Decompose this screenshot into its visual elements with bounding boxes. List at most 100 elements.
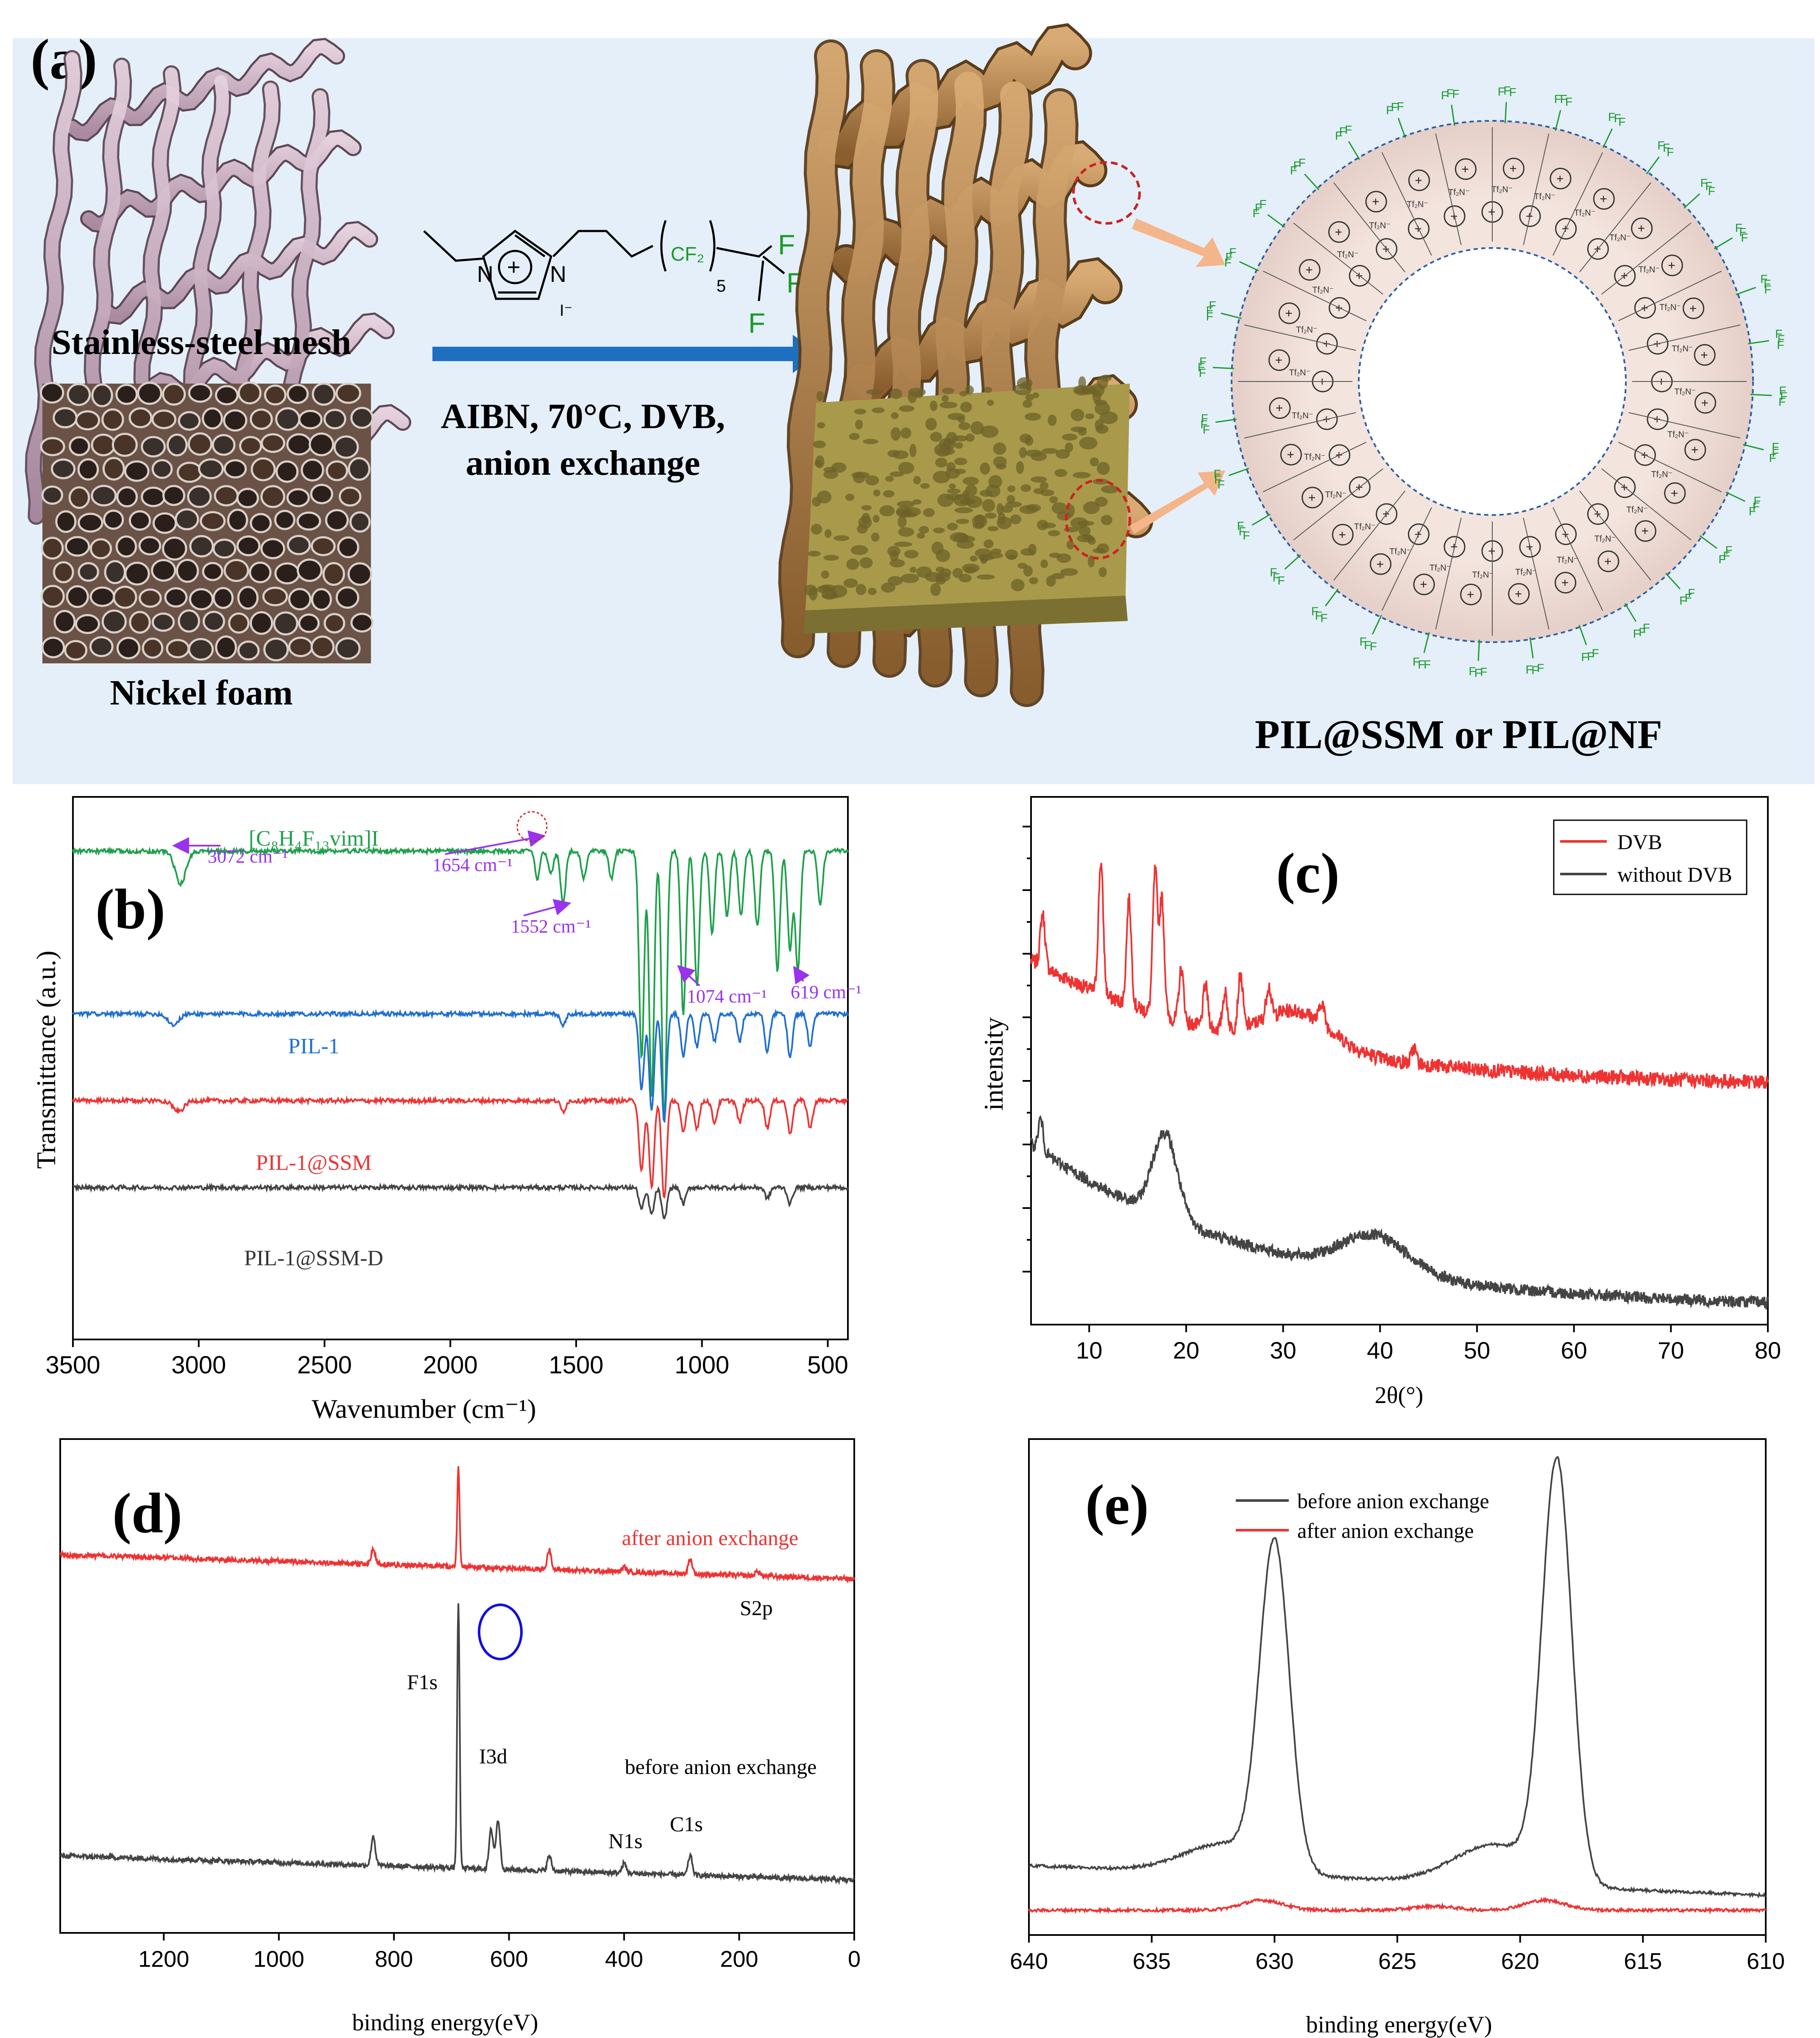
x-tick-label: 30 [1270, 1337, 1296, 1364]
shell-fluorine: F [1237, 519, 1244, 532]
shell-fluorine: F [1581, 650, 1588, 663]
series-line-before-anion-exchange [59, 1603, 855, 1885]
shell-cation: + [1415, 173, 1422, 187]
shell-anion: Tf₂N⁻ [1312, 285, 1334, 295]
shell-anion: Tf₂N⁻ [1659, 303, 1681, 312]
shell-fluorine: F [1199, 355, 1207, 368]
panel-a: (a) Stainless-steel mesh Nickel foam N N [13, 23, 1814, 784]
shell-fluorine: F [1239, 525, 1246, 538]
conditions-line2: anion exchange [465, 443, 700, 483]
series-line-without-dvb [1030, 1115, 1769, 1311]
shell-fluorine: F [1749, 504, 1756, 518]
panel-e: (e) 640 635 630 625 620 615 610 binding energy… [1010, 1438, 1785, 2038]
x-tick-label: 2500 [297, 1351, 352, 1379]
shell-fluorine: F [1643, 621, 1650, 635]
shell-cation: + [1641, 448, 1648, 462]
shell-fluorine: F [1587, 650, 1594, 663]
annotation-arrow [793, 966, 810, 985]
peak-label-n1s: N1s [608, 1829, 643, 1853]
shell-fluorine: F [1260, 198, 1267, 211]
x-tick-label: 20 [1173, 1337, 1199, 1364]
shell-fluorine: F [1565, 95, 1572, 108]
shell-fluorine: F [1614, 111, 1621, 125]
shell-cation: + [1691, 443, 1699, 457]
shell-fluorine: F [1705, 179, 1712, 192]
panel-b-axes-frame [72, 796, 849, 1340]
shell-fluorine: F [1293, 159, 1300, 172]
annotation-arrow [677, 965, 700, 986]
shell-cation: + [1461, 162, 1469, 176]
panel-d: (d) 1200 1000 800 600 400 200 0 binding energy… [59, 1438, 861, 2036]
peak-label-i3d: I3d [479, 1744, 507, 1768]
shell-fluorine: F [1198, 361, 1205, 374]
shell-fluorine: F [1639, 625, 1646, 638]
shell-fluorine: F [1663, 141, 1670, 154]
shell-fluorine: F [1206, 304, 1213, 317]
coated-foam-image [803, 374, 1130, 634]
shell-anion: Tf₂N⁻ [1674, 387, 1696, 397]
monomer-anion: I⁻ [560, 302, 573, 320]
shell-anion: Tf₂N⁻ [1639, 265, 1660, 274]
shell-cation: + [1668, 259, 1675, 273]
shell-fluorine: F [1667, 146, 1674, 159]
shell-fluorine: F [1764, 283, 1771, 296]
shell-cation: + [1275, 354, 1283, 368]
shell-cation: + [1700, 348, 1708, 362]
series-line-dvb [1030, 863, 1769, 1090]
shell-fluorine: F [1509, 86, 1516, 99]
panel-e-legend: before anion exchange after anion exchan… [1236, 1489, 1489, 1542]
shell-cation: + [1515, 587, 1522, 601]
shell-cation: + [1488, 544, 1496, 558]
shell-anion: Tf₂N⁻ [1304, 453, 1326, 462]
series-line-after-anion-exchange [1028, 1896, 1767, 1915]
shell-fluorine: F [1413, 655, 1420, 668]
shell-fluorine: F [1364, 639, 1371, 652]
shell-fluorine: F [1200, 418, 1207, 431]
x-tick-label: 800 [375, 1946, 413, 1972]
shell-fluorine: F [1778, 395, 1786, 409]
shell-anion: Tf₂N⁻ [1672, 344, 1693, 354]
shell-fluorine: F [1321, 612, 1328, 625]
shell-anion: Tf₂N⁻ [1491, 185, 1513, 195]
shell-cation: + [1671, 486, 1678, 500]
shell-cation: + [1335, 225, 1343, 239]
annotation-circle [516, 811, 548, 842]
x-tick-label: 610 [1747, 1949, 1785, 1974]
foam-label: Nickel foam [110, 673, 293, 713]
panel-b-label-pil1ssmd: PIL-1@SSM-D [244, 1246, 383, 1270]
x-tick-label: 625 [1378, 1949, 1416, 1974]
fiber-cross-section: ++Tf₂N⁻++Tf₂N⁻++Tf₂N⁻++Tf₂N⁻++Tf₂N⁻++Tf₂… [1198, 84, 1787, 679]
shell-fluorine: F [1290, 164, 1297, 177]
shell-anion: Tf₂N⁻ [1515, 568, 1537, 577]
panel-b-label: (b) [95, 878, 165, 941]
x-tick-label: 1000 [674, 1351, 729, 1379]
legend-before: before anion exchange [1297, 1489, 1489, 1513]
shell-anion: Tf₂N⁻ [1472, 570, 1494, 579]
shell-cation: + [1287, 448, 1294, 462]
shell-fluorine: F [1253, 207, 1260, 220]
shell-fluorine: F [1708, 185, 1715, 198]
shell-fluorine: F [1214, 467, 1221, 480]
series-line--c-h-f-vim-i [72, 846, 849, 1122]
legend-dvb: DVB [1617, 830, 1662, 854]
shell-anion: Tf₂N⁻ [1667, 430, 1689, 439]
shell-fluorine: F [1391, 100, 1398, 114]
shell-fluorine: F [1739, 226, 1746, 239]
monomer-f3: F [748, 307, 765, 339]
shell-fluorine: F [1370, 640, 1377, 653]
annotation-label: 1074 cm⁻¹ [687, 986, 767, 1007]
shell-cation: + [1382, 242, 1390, 256]
x-tick-label: 80 [1755, 1337, 1781, 1364]
shell-fluorine: F [1719, 553, 1726, 566]
panel-b-ylabel: Transmittance (a.u.) [31, 951, 61, 1169]
shell-cation: + [1355, 269, 1363, 283]
shell-cation: + [1561, 576, 1569, 590]
shell-anion: Tf₂N⁻ [1354, 522, 1376, 532]
shell-fluorine: F [1209, 299, 1216, 312]
x-tick-label: 40 [1367, 1337, 1393, 1364]
annotation-label: 3072 cm⁻¹ [208, 846, 288, 867]
shell-fluorine: F [1688, 587, 1695, 600]
shell-fluorine: F [1474, 666, 1482, 679]
panel-d-before-label: before anion exchange [625, 1755, 817, 1779]
x-tick-label: 1500 [549, 1351, 603, 1379]
